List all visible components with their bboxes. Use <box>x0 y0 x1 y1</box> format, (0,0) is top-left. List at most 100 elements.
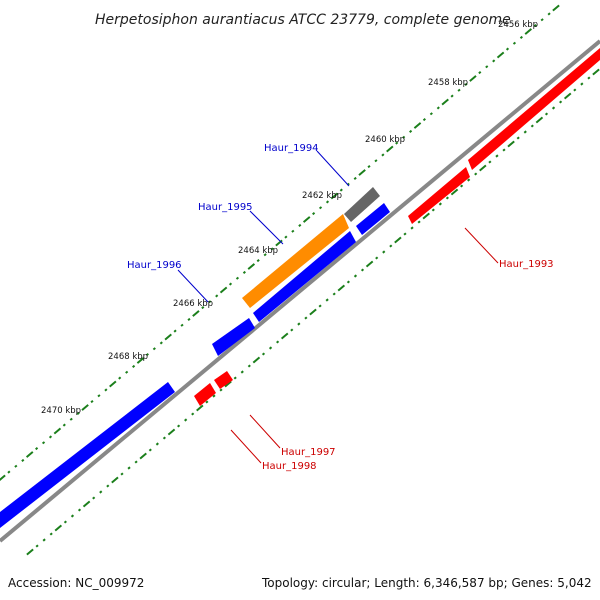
tick-mark <box>104 388 108 392</box>
tick-mark <box>224 380 232 388</box>
tick-mark <box>291 229 295 233</box>
gene-label-haur-1993[interactable]: Haur_1993 <box>499 259 554 270</box>
tick-mark <box>540 18 544 22</box>
tick-mark <box>49 532 53 536</box>
tick-mark <box>450 94 454 98</box>
tick-mark <box>479 164 487 172</box>
tick-mark <box>445 196 449 200</box>
tick-mark <box>77 508 82 512</box>
tick-mark <box>219 286 228 294</box>
gene-label-haur-1996[interactable]: Haur_1996 <box>127 260 182 271</box>
tick-mark <box>551 106 556 110</box>
tick-mark <box>544 112 549 116</box>
tick-mark <box>353 176 357 180</box>
gene-label-haur-1995[interactable]: Haur_1995 <box>198 202 253 213</box>
tick-mark <box>184 418 188 422</box>
tick-mark <box>109 380 117 388</box>
tick-mark <box>82 500 91 508</box>
tick-mark <box>573 88 577 92</box>
tick-mark <box>145 353 149 357</box>
tick-label: 2468 kbp <box>108 352 148 362</box>
tick-mark <box>97 394 101 398</box>
gene-label-haur-1998[interactable]: Haur_1998 <box>262 461 317 472</box>
inner-tick-ring <box>26 68 600 556</box>
tick-mark <box>240 370 244 374</box>
tick-mark <box>42 538 46 542</box>
tick-mark <box>177 424 181 428</box>
tick-mark <box>284 235 288 239</box>
leader-line-haur-1993 <box>464 227 499 264</box>
tick-mark <box>464 82 468 86</box>
tick-mark <box>120 472 124 476</box>
tick-mark <box>242 270 246 274</box>
tick-mark <box>53 427 62 435</box>
gene-block-blue-c[interactable] <box>212 318 255 356</box>
genome-backbone <box>0 39 600 543</box>
tick-mark <box>492 59 496 63</box>
gene-haur-1994-block[interactable] <box>344 187 380 222</box>
tick-mark <box>196 404 204 412</box>
tick-mark <box>505 47 510 51</box>
leader-line-haur-1994 <box>316 150 350 187</box>
tick-mark <box>180 323 184 327</box>
outer-tick-ring <box>0 4 560 481</box>
tick-mark <box>394 236 402 244</box>
tick-mark <box>25 451 34 458</box>
tick-mark <box>136 357 145 364</box>
tick-mark <box>375 256 379 260</box>
tick-mark <box>276 340 280 344</box>
tick-mark <box>111 476 119 484</box>
gene-haur-1995-block[interactable] <box>242 214 349 308</box>
tick-mark <box>219 388 223 392</box>
gene-haur-1993-block-b[interactable] <box>408 167 470 224</box>
tick-label: 2470 kbp <box>41 406 81 416</box>
tick-label: 2460 kbp <box>365 135 405 145</box>
gene-block-blue-d[interactable] <box>0 382 175 528</box>
tick-mark <box>563 92 572 100</box>
tick-mark <box>125 370 129 374</box>
tick-mark <box>559 100 563 104</box>
tick-mark <box>533 24 537 28</box>
tick-mark <box>587 76 591 80</box>
tick-mark <box>54 524 63 532</box>
gene-label-haur-1997[interactable]: Haur_1997 <box>281 447 336 458</box>
tick-mark <box>580 82 584 86</box>
tick-mark <box>516 136 520 140</box>
tick-mark <box>106 484 110 488</box>
tick-mark <box>346 280 350 284</box>
tick-mark <box>367 165 371 169</box>
tick-mark <box>429 112 433 116</box>
tick-label: 2458 kbp <box>428 78 468 88</box>
tick-mark <box>512 41 517 45</box>
tick-mark <box>478 71 482 75</box>
tick-mark <box>14 464 18 468</box>
genome-stats-text: Topology: circular; Length: 6,346,587 bp… <box>261 576 592 590</box>
tick-mark <box>485 65 489 69</box>
gene-block-blue-a[interactable] <box>356 203 390 235</box>
tick-mark <box>76 411 80 415</box>
tick-mark <box>247 364 251 368</box>
tick-mark <box>474 172 478 176</box>
gene-haur-1998-block[interactable] <box>194 383 216 406</box>
tick-mark <box>547 12 551 16</box>
tick-mark <box>148 448 152 452</box>
tick-mark <box>302 216 311 223</box>
gene-haur-1996-block[interactable] <box>253 231 356 322</box>
tick-mark <box>318 206 323 210</box>
tick-mark <box>62 423 66 427</box>
tick-mark <box>167 428 176 436</box>
gene-haur-1993-block-a[interactable] <box>468 48 600 170</box>
tick-mark <box>422 212 430 220</box>
gene-label-haur-1994[interactable]: Haur_1994 <box>264 143 319 154</box>
tick-mark <box>275 239 283 247</box>
tick-mark <box>318 304 322 308</box>
tick-mark <box>155 442 159 446</box>
tick-mark <box>233 376 237 380</box>
tick-mark <box>261 352 266 356</box>
tick-mark <box>205 400 209 404</box>
tick-label: 2466 kbp <box>173 299 213 309</box>
tick-mark <box>69 417 73 421</box>
tick-label: 2464 kbp <box>238 246 278 256</box>
gene-haur-1997-block[interactable] <box>214 371 233 389</box>
